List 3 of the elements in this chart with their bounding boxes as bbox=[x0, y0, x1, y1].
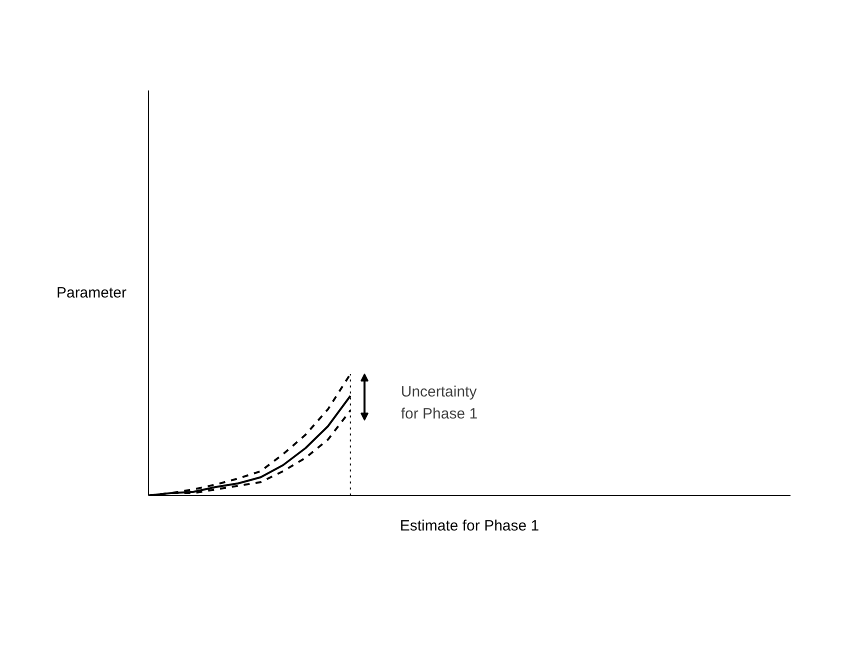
text: Uncertainty for Phase 1 bbox=[400, 384, 478, 423]
x-axis-title: Estimate for Phase 1 bbox=[400, 518, 540, 534]
y-axis-title: Parameter bbox=[56, 284, 127, 302]
